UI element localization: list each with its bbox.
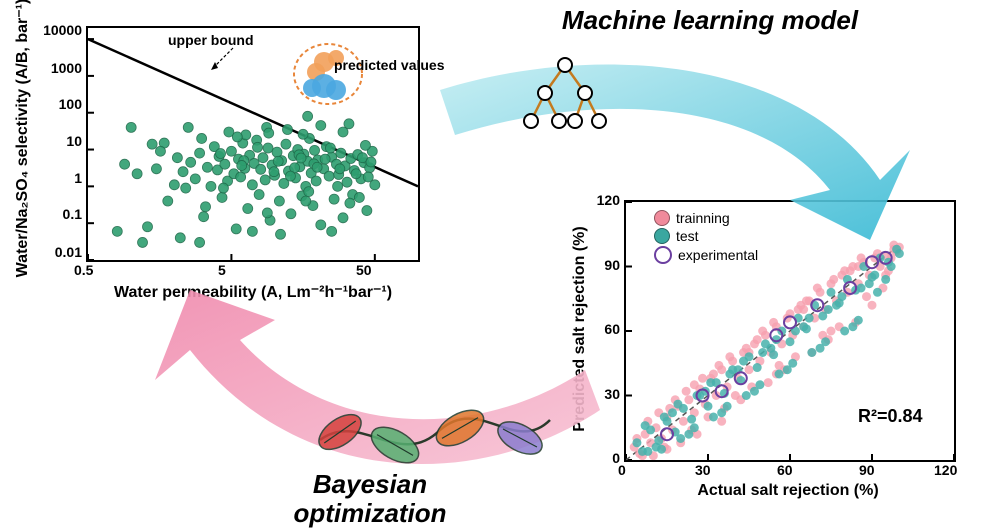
overlay-svg: [0, 0, 996, 528]
